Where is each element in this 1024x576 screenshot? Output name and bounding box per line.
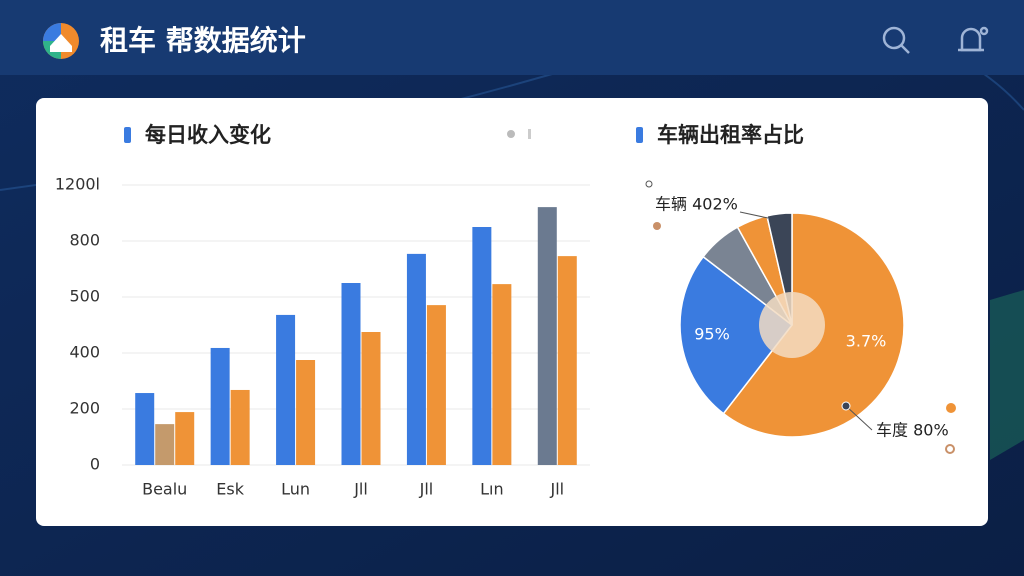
leader-line bbox=[739, 211, 769, 219]
bar bbox=[341, 283, 361, 465]
x-tick-label: Lın bbox=[480, 480, 504, 499]
x-tick-label: Jll bbox=[549, 480, 564, 499]
bar bbox=[361, 332, 381, 465]
y-tick-label: 500 bbox=[69, 287, 100, 306]
y-tick-label: 800 bbox=[69, 231, 100, 250]
bar bbox=[537, 207, 557, 465]
y-tick-label: 200 bbox=[69, 399, 100, 418]
y-tick-label: 1200l bbox=[55, 175, 100, 194]
pie-slice bbox=[679, 255, 794, 415]
pie-annotation: 95% bbox=[694, 325, 730, 344]
pie-center bbox=[759, 292, 825, 358]
bar-chart-title: 每日收入变化 bbox=[145, 123, 271, 147]
pager-dot[interactable] bbox=[507, 130, 515, 138]
y-tick-label: 0 bbox=[90, 455, 100, 474]
title-marker bbox=[124, 127, 131, 143]
search-icon[interactable] bbox=[882, 26, 910, 54]
x-tick-label: Bealu bbox=[142, 480, 187, 499]
header-bar bbox=[0, 0, 1024, 75]
bar bbox=[155, 424, 175, 465]
bar bbox=[175, 412, 195, 465]
pie-annotation: 车辆 402% bbox=[655, 195, 738, 214]
decor-dot bbox=[946, 403, 956, 413]
pager-dot[interactable] bbox=[528, 129, 531, 139]
x-tick-label: Jll bbox=[419, 480, 434, 499]
decor-dot bbox=[945, 444, 955, 454]
pie-annotation: 车度 80% bbox=[876, 421, 949, 440]
charts: 0 200 400 500 800 1200l Bealu Esk Lun Jll Jll Lın Jl… bbox=[55, 175, 949, 499]
pie-chart-title: 车辆出租率占比 bbox=[657, 123, 804, 147]
notification-icon[interactable] bbox=[958, 26, 989, 52]
app-title: 租车 帮数据统计 bbox=[100, 24, 306, 57]
bar bbox=[296, 360, 316, 465]
bar bbox=[406, 253, 426, 465]
leader-line bbox=[845, 405, 873, 431]
title-marker bbox=[636, 127, 643, 143]
bar bbox=[276, 314, 296, 465]
decor-dot bbox=[653, 222, 661, 230]
bar bbox=[230, 389, 250, 465]
decor-shape bbox=[990, 290, 1024, 460]
bar bbox=[492, 284, 512, 465]
bar bbox=[426, 305, 446, 465]
x-tick-label: Lun bbox=[281, 480, 310, 499]
bar bbox=[472, 227, 492, 465]
leader-dot bbox=[841, 401, 851, 411]
y-tick-label: 400 bbox=[69, 343, 100, 362]
bar bbox=[210, 347, 230, 465]
x-tick-label: Jll bbox=[353, 480, 368, 499]
bar bbox=[557, 256, 577, 465]
bar bbox=[135, 393, 155, 465]
pie-annotation: 3.7% bbox=[846, 332, 887, 351]
x-tick-label: Esk bbox=[216, 480, 244, 499]
decor-dot bbox=[645, 180, 653, 188]
logo bbox=[43, 23, 79, 59]
